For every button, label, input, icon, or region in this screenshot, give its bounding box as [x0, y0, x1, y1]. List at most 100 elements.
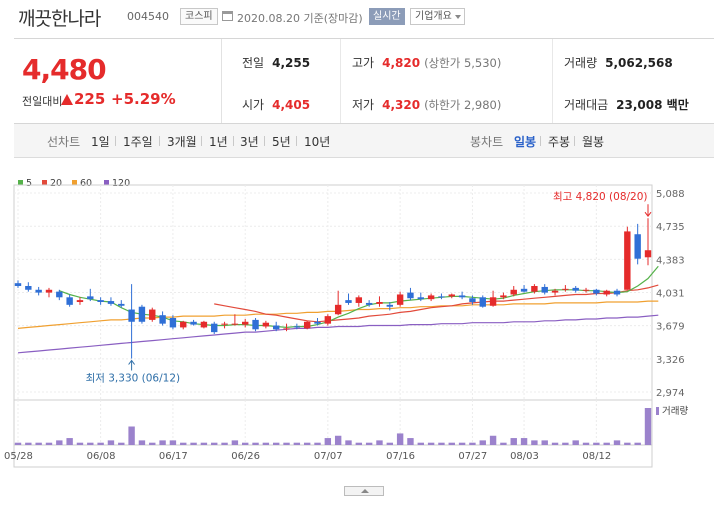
- line-chart-label: 선차트: [47, 135, 81, 149]
- volume-bar: [417, 442, 424, 445]
- period-weekly[interactable]: 주봉: [548, 135, 571, 149]
- candle: [56, 289, 63, 301]
- volume-bar: [56, 440, 63, 445]
- y-tick-label: 5,088: [656, 189, 685, 200]
- volume-bar: [221, 442, 228, 445]
- volume-bar: [345, 440, 352, 445]
- volume-bar: [272, 442, 280, 445]
- volume-bar: [200, 442, 208, 445]
- volume-bar: [231, 440, 239, 445]
- candle: [159, 311, 166, 326]
- candle: [272, 321, 280, 332]
- legend-ma20: 20: [42, 178, 62, 189]
- range-1y[interactable]: 1년: [209, 135, 228, 149]
- candle: [417, 292, 424, 302]
- candle: [458, 291, 466, 300]
- volume-bar: [149, 442, 156, 445]
- candle: [593, 288, 600, 296]
- volume-bar: [593, 442, 600, 445]
- candle: [14, 280, 22, 288]
- candle: [500, 292, 507, 300]
- stock-code: 004540: [127, 10, 169, 23]
- volume-bar: [180, 442, 187, 445]
- x-tick-label: 07/07: [314, 451, 343, 462]
- candle: [489, 290, 497, 307]
- x-tick-label: 08/12: [582, 451, 611, 462]
- range-10y[interactable]: 10년: [304, 135, 331, 149]
- calendar-icon: [222, 11, 233, 21]
- candle: [376, 296, 383, 307]
- volume-bar: [169, 440, 177, 445]
- open-value: 4,405: [272, 98, 311, 112]
- candle: [334, 290, 342, 316]
- volume-bar: [211, 442, 218, 445]
- range-1w[interactable]: 1주일: [123, 135, 153, 149]
- ma-line-ma120: [17, 314, 659, 354]
- volume-bar: [293, 442, 301, 445]
- stock-name: 깨끗한나라: [18, 8, 101, 30]
- volume-bar: [252, 442, 259, 445]
- trade-amount-label: 거래대금: [564, 98, 609, 112]
- upper-limit: (상한가 5,530): [424, 56, 502, 70]
- high-cell: 고가 4,820 (상한가 5,530): [352, 54, 501, 71]
- volume-bar: [469, 442, 476, 445]
- candle: [138, 304, 146, 324]
- x-tick-label: 06/17: [159, 451, 188, 462]
- candle: [25, 282, 32, 292]
- candle: [562, 285, 569, 292]
- volume-label: 거래량: [564, 56, 598, 70]
- period-monthly[interactable]: 월봉: [582, 135, 605, 149]
- period-daily[interactable]: 일봉: [514, 135, 537, 149]
- current-price-box: 4,480 전일대비 225 +5.29%: [14, 39, 222, 123]
- candle: [541, 284, 548, 295]
- x-tick-label: 08/03: [510, 451, 539, 462]
- volume-bar: [242, 442, 249, 445]
- volume-bar: [97, 442, 104, 445]
- candle: [365, 300, 373, 307]
- volume-bar: [489, 435, 497, 445]
- volume-bar: [35, 442, 42, 445]
- candle: [572, 286, 579, 293]
- high-value: 4,820: [382, 56, 421, 70]
- candle: [355, 295, 363, 307]
- range-5y[interactable]: 5년: [272, 135, 291, 149]
- realtime-button[interactable]: 실시간: [369, 8, 405, 25]
- volume-bar: [376, 440, 383, 445]
- volume-bar: [427, 442, 435, 445]
- volume-bar: [25, 442, 32, 445]
- range-3m[interactable]: 3개월: [167, 135, 197, 149]
- change-label: 전일대비: [22, 95, 63, 108]
- candle: [613, 288, 621, 297]
- volume-bar: [355, 442, 363, 445]
- prev-close-cell: 전일 4,255: [242, 54, 310, 71]
- volume-cell: 거래량 5,062,568: [564, 54, 673, 71]
- prev-close-label: 전일: [242, 56, 265, 70]
- chevron-down-icon: [455, 15, 461, 19]
- high-annotation: 최고 4,820 (08/20): [553, 191, 648, 203]
- company-overview-dropdown[interactable]: 기업개요: [410, 8, 465, 25]
- range-1d[interactable]: 1일: [91, 135, 110, 149]
- candle: [469, 295, 476, 305]
- volume-bar: [520, 438, 528, 445]
- low-label: 저가: [352, 98, 375, 112]
- y-tick-label: 4,735: [656, 222, 685, 233]
- low-value: 4,320: [382, 98, 421, 112]
- x-tick-label: 07/16: [386, 451, 415, 462]
- chart-toolbar: 선차트 1일 1주일 3개월 1년 3년 5년 10년 봉차트 일봉 주봉 월봉: [14, 124, 714, 158]
- stock-header: 깨끗한나라 004540 코스피 2020.08.20 기준(장마감) 실시간 …: [0, 0, 714, 34]
- candle: [427, 293, 435, 302]
- candle: [66, 294, 73, 307]
- candle: [149, 307, 156, 322]
- candle: [35, 286, 42, 296]
- candle: [303, 320, 311, 330]
- trade-amount-value: 23,008 백만: [616, 98, 689, 112]
- candle: [190, 319, 197, 326]
- range-3y[interactable]: 3년: [240, 135, 259, 149]
- x-tick-label: 06/26: [231, 451, 260, 462]
- candle: [479, 295, 486, 308]
- chart-scroll-handle[interactable]: [344, 486, 384, 496]
- volume-bar: [572, 440, 579, 445]
- candle: [180, 320, 187, 330]
